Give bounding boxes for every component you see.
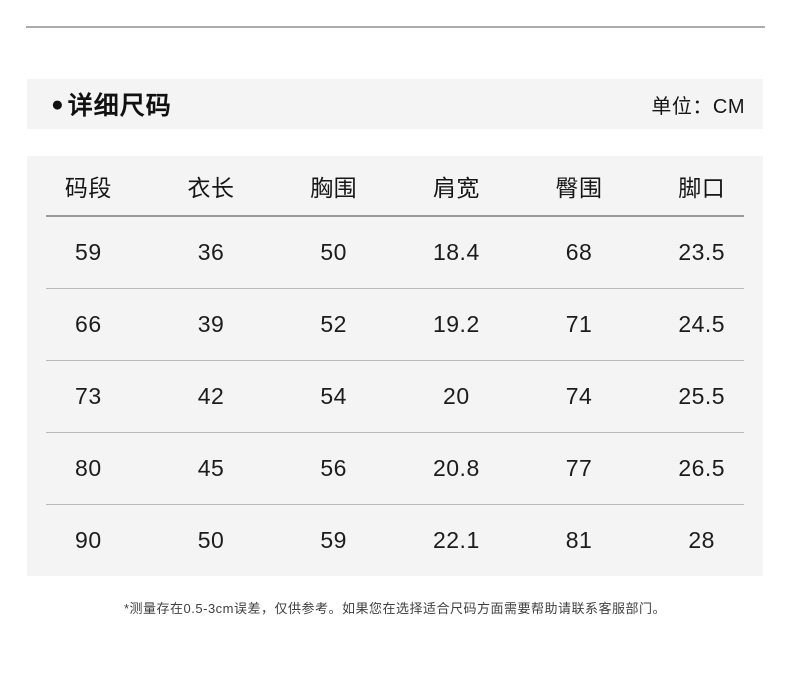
measurement-disclaimer: *测量存在0.5-3cm误差，仅供参考。如果您在选择适合尺码方面需要帮助请联系客…: [123, 601, 667, 616]
section-header: ● 详细尺码 单位：CM: [27, 79, 763, 129]
cell-size: 90: [75, 527, 102, 553]
cell-chest: 54: [320, 383, 347, 409]
cell-leg-opening: 28: [688, 527, 715, 553]
bullet-icon: ●: [51, 92, 65, 116]
column-header-shoulder: 肩宽: [432, 174, 480, 201]
row-divider: [46, 360, 744, 361]
cell-garment-length: 42: [197, 383, 225, 409]
row-divider: [46, 288, 744, 289]
cell-garment-length: 39: [197, 311, 225, 337]
cell-shoulder: 22.1: [432, 527, 480, 553]
table-row: 66 39 52 19.2 71 24.5: [27, 289, 763, 360]
cell-hip: 74: [565, 383, 593, 409]
size-table: 码段 衣长 胸围 肩宽 臀围 脚口 59 36 50 18.4 68 23.5 …: [27, 156, 763, 576]
section-title: ● 详细尺码: [51, 86, 172, 122]
table-row: 80 45 56 20.8 77 26.5: [27, 433, 763, 504]
cell-hip: 68: [565, 239, 593, 265]
cell-shoulder: 20.8: [432, 455, 480, 481]
cell-leg-opening: 23.5: [678, 239, 726, 265]
column-header-chest: 胸围: [310, 174, 358, 201]
row-divider: [46, 504, 744, 505]
cell-shoulder: 18.4: [432, 239, 480, 265]
cell-hip: 77: [565, 455, 593, 481]
section-title-text: 详细尺码: [67, 92, 172, 120]
cell-leg-opening: 24.5: [678, 311, 726, 337]
cell-size: 59: [75, 239, 102, 265]
cell-leg-opening: 26.5: [678, 455, 726, 481]
unit-label: 单位：CM: [651, 95, 745, 118]
table-row: 59 36 50 18.4 68 23.5: [27, 217, 763, 288]
cell-leg-opening: 25.5: [678, 383, 726, 409]
cell-hip: 71: [565, 311, 593, 337]
cell-shoulder: 19.2: [432, 311, 480, 337]
column-header-leg-opening: 脚口: [678, 174, 726, 201]
cell-garment-length: 50: [197, 527, 225, 553]
cell-garment-length: 36: [197, 239, 225, 265]
cell-size: 73: [75, 383, 102, 409]
cell-hip: 81: [565, 527, 593, 553]
row-divider: [46, 432, 744, 433]
cell-chest: 50: [320, 239, 347, 265]
cell-size: 66: [75, 311, 102, 337]
column-header-size: 码段: [64, 174, 112, 201]
cell-size: 80: [75, 455, 102, 481]
table-row: 73 42 54 20 74 25.5: [27, 361, 763, 432]
cell-chest: 59: [320, 527, 347, 553]
table-row: 90 50 59 22.1 81 28: [27, 505, 763, 576]
cell-garment-length: 45: [197, 455, 225, 481]
column-header-garment-length: 衣长: [187, 174, 235, 201]
header-underline: [46, 215, 744, 217]
column-header-hip: 臀围: [555, 174, 603, 201]
top-divider: [26, 26, 765, 28]
cell-shoulder: 20: [443, 383, 470, 409]
table-header-row: 码段 衣长 胸围 肩宽 臀围 脚口: [27, 156, 763, 215]
cell-chest: 56: [320, 455, 347, 481]
cell-chest: 52: [320, 311, 347, 337]
